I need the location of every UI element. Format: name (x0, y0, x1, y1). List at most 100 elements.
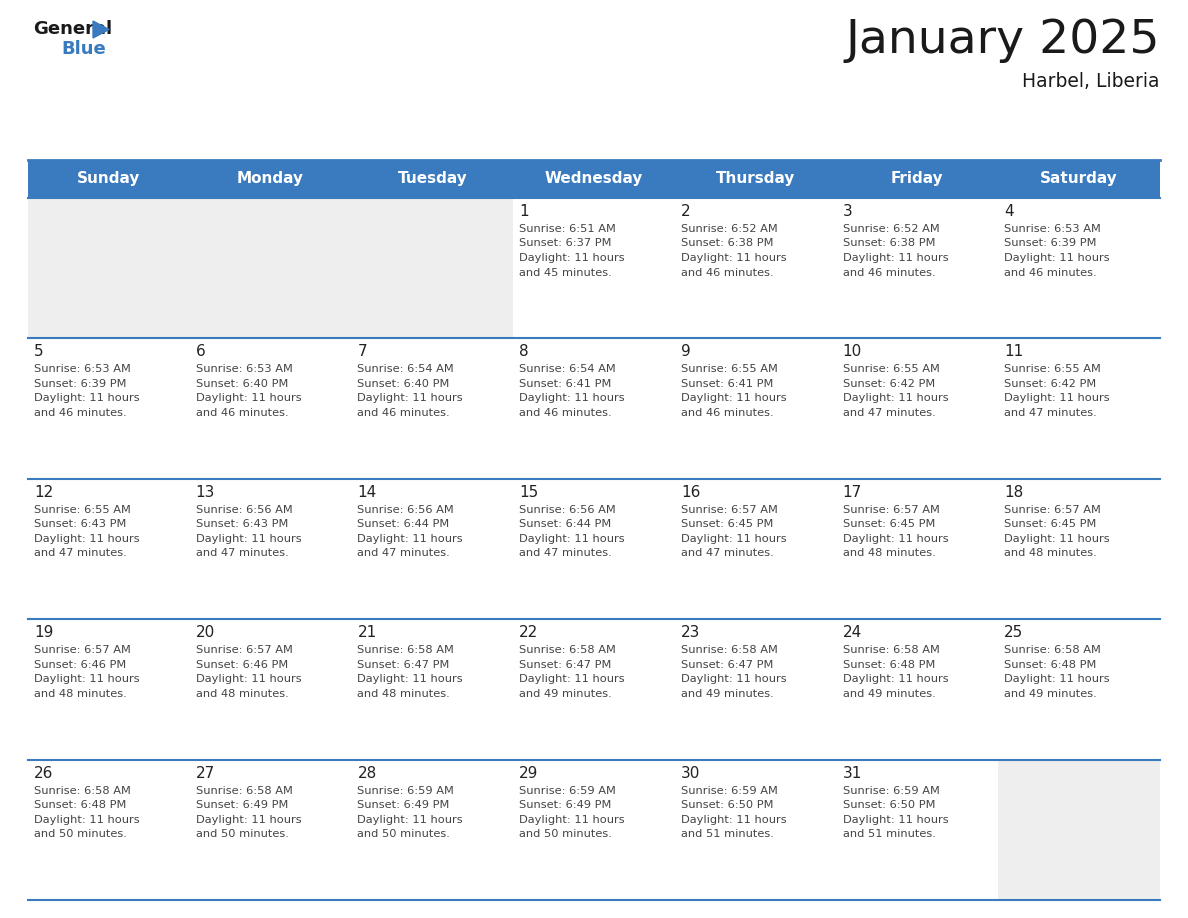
Bar (29, 479, 190, 620)
Text: and 47 minutes.: and 47 minutes. (34, 548, 127, 558)
Text: Sunset: 6:46 PM: Sunset: 6:46 PM (34, 660, 126, 670)
Text: Daylight: 11 hours: Daylight: 11 hours (681, 814, 786, 824)
Bar (675, 479, 836, 620)
Text: 1: 1 (519, 204, 529, 219)
Text: Saturday: Saturday (1041, 172, 1118, 186)
Text: Wednesday: Wednesday (545, 172, 643, 186)
Text: 13: 13 (196, 485, 215, 499)
Text: Sunset: 6:40 PM: Sunset: 6:40 PM (196, 379, 287, 389)
Text: Sunset: 6:41 PM: Sunset: 6:41 PM (681, 379, 773, 389)
Bar (29, 160, 190, 198)
Text: Friday: Friday (891, 172, 943, 186)
Text: Harbel, Liberia: Harbel, Liberia (1023, 72, 1159, 91)
Text: Sunset: 6:40 PM: Sunset: 6:40 PM (358, 379, 450, 389)
Text: 5: 5 (34, 344, 44, 360)
Text: Tuesday: Tuesday (398, 172, 467, 186)
Bar (998, 620, 1159, 759)
Text: Daylight: 11 hours: Daylight: 11 hours (1004, 674, 1110, 684)
Text: Sunrise: 6:58 AM: Sunrise: 6:58 AM (196, 786, 292, 796)
Bar (836, 479, 998, 620)
Text: 4: 4 (1004, 204, 1013, 219)
Text: and 49 minutes.: and 49 minutes. (842, 688, 935, 699)
Text: 7: 7 (358, 344, 367, 360)
Text: 12: 12 (34, 485, 53, 499)
Bar (352, 160, 513, 198)
Bar (352, 620, 513, 759)
Bar (29, 620, 190, 759)
Bar (190, 339, 352, 479)
Text: 10: 10 (842, 344, 861, 360)
Text: and 49 minutes.: and 49 minutes. (681, 688, 773, 699)
Text: and 46 minutes.: and 46 minutes. (34, 408, 127, 418)
Text: Sunrise: 6:58 AM: Sunrise: 6:58 AM (519, 645, 617, 655)
Text: Sunrise: 6:54 AM: Sunrise: 6:54 AM (519, 364, 615, 375)
Text: Sunrise: 6:56 AM: Sunrise: 6:56 AM (519, 505, 615, 515)
Text: 8: 8 (519, 344, 529, 360)
Text: Daylight: 11 hours: Daylight: 11 hours (842, 394, 948, 403)
Text: Sunrise: 6:59 AM: Sunrise: 6:59 AM (519, 786, 617, 796)
Text: Sunset: 6:47 PM: Sunset: 6:47 PM (519, 660, 612, 670)
Text: Sunrise: 6:58 AM: Sunrise: 6:58 AM (358, 645, 454, 655)
Text: and 48 minutes.: and 48 minutes. (358, 688, 450, 699)
Text: Daylight: 11 hours: Daylight: 11 hours (842, 253, 948, 263)
Text: Daylight: 11 hours: Daylight: 11 hours (681, 674, 786, 684)
Text: and 47 minutes.: and 47 minutes. (358, 548, 450, 558)
Bar (352, 479, 513, 620)
Text: Daylight: 11 hours: Daylight: 11 hours (519, 814, 625, 824)
Text: and 50 minutes.: and 50 minutes. (34, 829, 127, 839)
Bar (513, 339, 675, 479)
Text: Thursday: Thursday (716, 172, 796, 186)
Bar (190, 160, 352, 198)
Text: 18: 18 (1004, 485, 1024, 499)
Bar (352, 759, 513, 900)
Text: Daylight: 11 hours: Daylight: 11 hours (842, 674, 948, 684)
Bar (352, 198, 513, 339)
Bar (836, 759, 998, 900)
Text: Sunset: 6:50 PM: Sunset: 6:50 PM (681, 800, 773, 810)
Text: and 48 minutes.: and 48 minutes. (842, 548, 935, 558)
Text: Sunrise: 6:59 AM: Sunrise: 6:59 AM (681, 786, 778, 796)
Text: Sunset: 6:41 PM: Sunset: 6:41 PM (519, 379, 612, 389)
Bar (190, 479, 352, 620)
Text: 25: 25 (1004, 625, 1024, 640)
Text: Daylight: 11 hours: Daylight: 11 hours (519, 394, 625, 403)
Text: 11: 11 (1004, 344, 1024, 360)
Text: Sunset: 6:38 PM: Sunset: 6:38 PM (842, 239, 935, 249)
Text: and 50 minutes.: and 50 minutes. (519, 829, 612, 839)
Text: Daylight: 11 hours: Daylight: 11 hours (196, 814, 302, 824)
Text: Sunrise: 6:55 AM: Sunrise: 6:55 AM (681, 364, 778, 375)
Text: Sunset: 6:49 PM: Sunset: 6:49 PM (358, 800, 450, 810)
Text: 23: 23 (681, 625, 700, 640)
Text: and 48 minutes.: and 48 minutes. (196, 688, 289, 699)
Text: Sunset: 6:42 PM: Sunset: 6:42 PM (1004, 379, 1097, 389)
Bar (836, 160, 998, 198)
Text: and 46 minutes.: and 46 minutes. (196, 408, 289, 418)
Text: 6: 6 (196, 344, 206, 360)
Text: and 47 minutes.: and 47 minutes. (196, 548, 289, 558)
Text: Blue: Blue (61, 40, 106, 58)
Bar (675, 759, 836, 900)
Text: and 45 minutes.: and 45 minutes. (519, 267, 612, 277)
Text: Sunrise: 6:53 AM: Sunrise: 6:53 AM (1004, 224, 1101, 234)
Bar (998, 339, 1159, 479)
Text: Daylight: 11 hours: Daylight: 11 hours (681, 533, 786, 543)
Text: Sunset: 6:39 PM: Sunset: 6:39 PM (34, 379, 126, 389)
Text: Sunset: 6:49 PM: Sunset: 6:49 PM (519, 800, 612, 810)
Text: Daylight: 11 hours: Daylight: 11 hours (358, 814, 463, 824)
Text: Sunrise: 6:57 AM: Sunrise: 6:57 AM (842, 505, 940, 515)
Text: Daylight: 11 hours: Daylight: 11 hours (681, 394, 786, 403)
Text: and 49 minutes.: and 49 minutes. (1004, 688, 1097, 699)
Bar (675, 198, 836, 339)
Bar (513, 479, 675, 620)
Text: and 46 minutes.: and 46 minutes. (681, 267, 773, 277)
Text: 30: 30 (681, 766, 700, 780)
Text: Daylight: 11 hours: Daylight: 11 hours (196, 394, 302, 403)
Text: Sunrise: 6:52 AM: Sunrise: 6:52 AM (681, 224, 778, 234)
Bar (190, 198, 352, 339)
Text: Sunrise: 6:56 AM: Sunrise: 6:56 AM (196, 505, 292, 515)
Text: Sunrise: 6:58 AM: Sunrise: 6:58 AM (681, 645, 778, 655)
Text: General: General (33, 20, 112, 38)
Bar (998, 479, 1159, 620)
Text: and 46 minutes.: and 46 minutes. (1004, 267, 1097, 277)
Text: Sunrise: 6:56 AM: Sunrise: 6:56 AM (358, 505, 454, 515)
